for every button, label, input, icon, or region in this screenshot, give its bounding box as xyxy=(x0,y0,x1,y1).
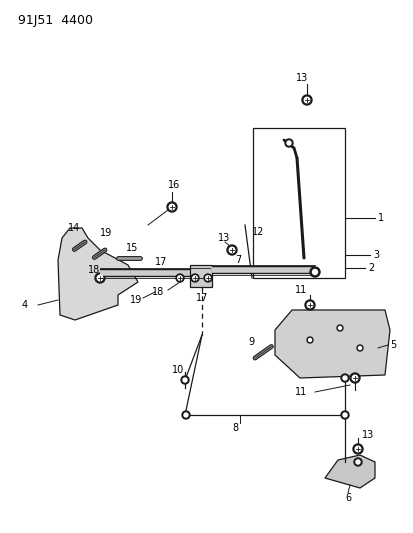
Circle shape xyxy=(352,444,362,454)
Circle shape xyxy=(312,270,317,274)
Text: 19: 19 xyxy=(130,295,142,305)
Text: 19: 19 xyxy=(100,228,112,238)
Text: 2: 2 xyxy=(367,263,373,273)
Polygon shape xyxy=(324,455,374,488)
Text: 17: 17 xyxy=(195,293,208,303)
Text: 13: 13 xyxy=(218,233,230,243)
Text: 9: 9 xyxy=(247,337,254,347)
Text: 3: 3 xyxy=(372,250,378,260)
Circle shape xyxy=(176,274,183,282)
Text: 11: 11 xyxy=(294,285,306,295)
Circle shape xyxy=(342,376,346,380)
Circle shape xyxy=(349,373,359,383)
Text: 15: 15 xyxy=(126,243,138,253)
Text: 11: 11 xyxy=(294,387,306,397)
Circle shape xyxy=(336,325,342,331)
Bar xyxy=(252,128,344,278)
Circle shape xyxy=(204,274,211,282)
Circle shape xyxy=(354,446,360,452)
Circle shape xyxy=(169,204,174,210)
Circle shape xyxy=(338,327,341,329)
Circle shape xyxy=(304,300,314,310)
Circle shape xyxy=(351,375,357,381)
Text: 10: 10 xyxy=(171,365,184,375)
Circle shape xyxy=(309,267,319,277)
Text: 8: 8 xyxy=(231,423,237,433)
Text: 6: 6 xyxy=(344,493,350,503)
Bar xyxy=(190,265,211,287)
Circle shape xyxy=(97,275,102,281)
Circle shape xyxy=(166,202,177,212)
Text: 16: 16 xyxy=(168,180,180,190)
Circle shape xyxy=(301,95,311,105)
Circle shape xyxy=(190,274,199,282)
Circle shape xyxy=(177,276,182,280)
Circle shape xyxy=(95,273,105,283)
Circle shape xyxy=(183,413,188,417)
Circle shape xyxy=(308,338,311,342)
Text: 1: 1 xyxy=(377,213,383,223)
Polygon shape xyxy=(274,310,389,378)
Circle shape xyxy=(358,346,361,350)
Text: 12: 12 xyxy=(252,227,264,237)
Circle shape xyxy=(284,139,292,147)
Circle shape xyxy=(356,345,362,351)
Circle shape xyxy=(183,378,187,382)
Circle shape xyxy=(180,376,189,384)
Circle shape xyxy=(340,374,348,382)
Circle shape xyxy=(286,141,290,145)
Text: 13: 13 xyxy=(295,73,308,83)
Text: 5: 5 xyxy=(389,340,395,350)
Circle shape xyxy=(306,302,312,308)
Circle shape xyxy=(355,460,359,464)
Circle shape xyxy=(342,413,346,417)
Circle shape xyxy=(340,411,348,419)
Text: 7: 7 xyxy=(235,255,241,265)
Text: 18: 18 xyxy=(88,265,100,275)
Polygon shape xyxy=(58,228,138,320)
Circle shape xyxy=(306,337,312,343)
Text: 13: 13 xyxy=(361,430,373,440)
Circle shape xyxy=(304,97,309,103)
Circle shape xyxy=(205,276,210,280)
Text: 4: 4 xyxy=(22,300,28,310)
Text: 91J51  4400: 91J51 4400 xyxy=(18,13,93,27)
Circle shape xyxy=(226,245,236,255)
Circle shape xyxy=(182,411,190,419)
Circle shape xyxy=(192,276,197,280)
Text: 14: 14 xyxy=(68,223,80,233)
Text: 18: 18 xyxy=(152,287,164,297)
Circle shape xyxy=(229,247,234,253)
Circle shape xyxy=(353,458,361,466)
Text: 17: 17 xyxy=(154,257,167,267)
